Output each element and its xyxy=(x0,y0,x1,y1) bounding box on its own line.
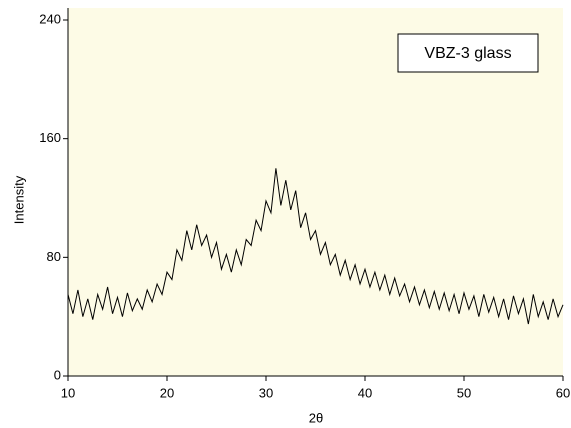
annotation-box xyxy=(397,33,539,73)
y-tick-label: 160 xyxy=(39,130,61,145)
annotation: VBZ-3 glass xyxy=(424,45,511,62)
y-tick-label: 240 xyxy=(39,11,61,26)
y-axis-label: Intensity xyxy=(11,175,26,224)
data-line xyxy=(67,168,564,325)
y-tick-label: 80 xyxy=(47,249,61,264)
x-tick-label: 60 xyxy=(556,385,570,400)
x-tick-label: 50 xyxy=(457,385,471,400)
x-tick-label: 30 xyxy=(259,385,273,400)
x-tick-label: 40 xyxy=(358,385,372,400)
x-tick-label: 10 xyxy=(61,385,75,400)
y-tick-label: 0 xyxy=(54,367,61,382)
x-axis-label: 2θ xyxy=(309,410,323,425)
x-tick-label: 20 xyxy=(160,385,174,400)
